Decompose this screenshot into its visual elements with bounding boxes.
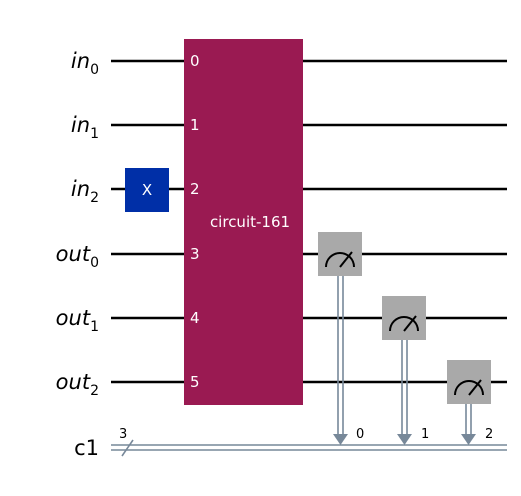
label-out0: out0 xyxy=(56,242,99,271)
measure-bit-1: 1 xyxy=(421,427,429,442)
circuit-block: 0 1 2 3 4 5 circuit-161 xyxy=(184,39,303,405)
label-out2: out2 xyxy=(56,370,99,399)
meter-icon xyxy=(325,252,355,268)
classical-width: 3 xyxy=(119,427,127,442)
x-gate-label: X xyxy=(142,181,152,199)
block-qubit-5: 5 xyxy=(190,373,200,391)
measure-gate-2: 2 xyxy=(447,360,493,445)
bus-slash xyxy=(121,439,134,457)
block-label: circuit-161 xyxy=(210,213,290,231)
measure-gate-1: 1 xyxy=(382,296,429,445)
block-qubit-0: 0 xyxy=(190,52,200,70)
quantum-wires xyxy=(111,59,507,384)
meter-icon xyxy=(389,316,419,332)
block-qubit-2: 2 xyxy=(190,180,200,198)
label-in1: in1 xyxy=(71,113,99,142)
classical-wire: 3 xyxy=(111,427,507,457)
measure-gate-0: 0 xyxy=(318,232,364,445)
meter-icon xyxy=(454,380,484,396)
label-in0: in0 xyxy=(71,49,99,78)
label-c1: c1 xyxy=(74,436,99,460)
label-out1: out1 xyxy=(56,306,99,335)
block-qubit-4: 4 xyxy=(190,309,200,327)
measure-arrow-1 xyxy=(397,434,412,445)
label-in2: in2 xyxy=(71,177,99,206)
measure-bit-2: 2 xyxy=(485,427,493,442)
block-qubit-1: 1 xyxy=(190,116,200,134)
measure-arrow-0 xyxy=(333,434,348,445)
block-qubit-3: 3 xyxy=(190,245,200,263)
measure-arrow-2 xyxy=(461,434,476,445)
x-gate: X xyxy=(125,168,169,212)
register-labels: in0 in1 in2 out0 out1 out2 c1 xyxy=(56,49,99,460)
measure-bit-0: 0 xyxy=(356,427,364,442)
